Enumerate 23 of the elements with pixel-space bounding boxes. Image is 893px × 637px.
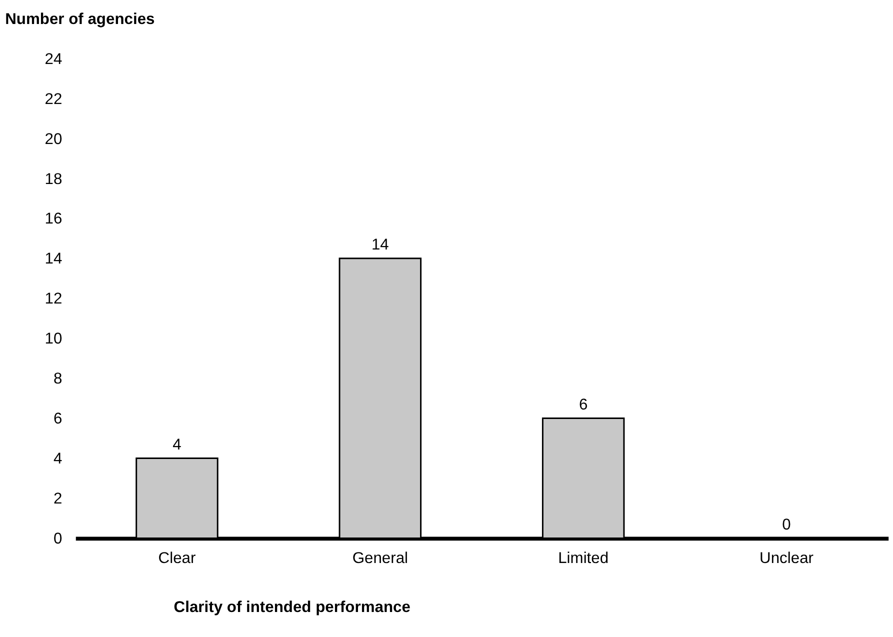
data-label: 0 [782,516,792,534]
y-tick-label: 0 [53,530,62,548]
x-axis-title: Clarity of intended performance [174,599,411,616]
y-tick-label: 16 [44,210,62,228]
y-tick-label: 20 [44,130,62,148]
data-label: 14 [371,236,390,254]
x-tick-label: Clear [158,550,196,568]
data-label: 4 [172,436,182,454]
data-label: 6 [578,396,588,414]
x-tick-label: Unclear [760,550,814,568]
x-tick-label: General [352,550,408,568]
y-tick-label: 4 [53,450,62,468]
y-tick-label: 24 [44,50,62,68]
y-tick-label: 22 [44,90,62,108]
y-tick-label: 2 [53,490,62,508]
y-axis-title: Number of agencies [5,11,156,28]
y-tick-label: 14 [44,250,62,268]
y-tick-label: 8 [53,370,62,388]
y-tick-label: 6 [53,410,62,428]
y-tick-label: 10 [44,330,62,348]
x-tick-label: Limited [558,550,609,568]
y-tick-label: 18 [44,170,62,188]
y-tick-label: 12 [44,290,62,308]
